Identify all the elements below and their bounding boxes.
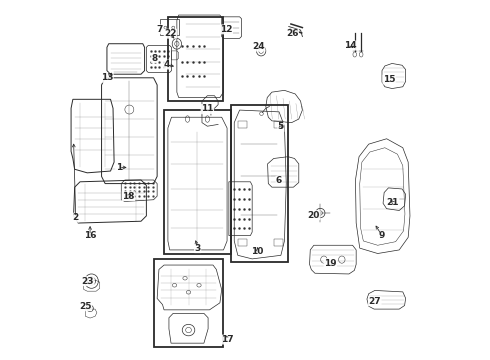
Text: 20: 20 <box>308 211 320 220</box>
Bar <box>238 121 247 128</box>
Bar <box>231 105 288 262</box>
Text: 21: 21 <box>387 198 399 207</box>
Bar <box>238 239 247 246</box>
Bar <box>160 19 179 35</box>
Bar <box>168 17 223 101</box>
Text: 2: 2 <box>73 213 79 222</box>
Bar <box>164 110 231 253</box>
Text: 18: 18 <box>122 192 135 201</box>
Text: 15: 15 <box>383 75 395 84</box>
Text: 13: 13 <box>100 73 113 82</box>
Text: 19: 19 <box>324 259 337 268</box>
Text: 23: 23 <box>82 276 94 285</box>
Text: 16: 16 <box>84 231 97 240</box>
Text: 1: 1 <box>116 163 122 172</box>
Text: 25: 25 <box>79 302 92 311</box>
Text: 4: 4 <box>164 60 170 69</box>
Text: 7: 7 <box>156 25 163 34</box>
Text: 11: 11 <box>201 104 214 113</box>
Text: 17: 17 <box>221 335 234 344</box>
Bar <box>153 259 223 347</box>
Text: 14: 14 <box>344 41 357 50</box>
Text: 6: 6 <box>276 176 282 185</box>
Bar <box>274 121 283 128</box>
Text: 9: 9 <box>379 231 385 240</box>
Text: 5: 5 <box>278 122 284 131</box>
Text: 3: 3 <box>195 244 201 253</box>
Text: 26: 26 <box>286 29 298 38</box>
Text: 10: 10 <box>251 247 264 256</box>
Text: 27: 27 <box>368 297 381 306</box>
Bar <box>274 239 283 246</box>
Text: 22: 22 <box>164 29 177 38</box>
Text: 8: 8 <box>151 54 158 63</box>
Text: 24: 24 <box>252 42 265 51</box>
Text: 12: 12 <box>220 25 233 34</box>
